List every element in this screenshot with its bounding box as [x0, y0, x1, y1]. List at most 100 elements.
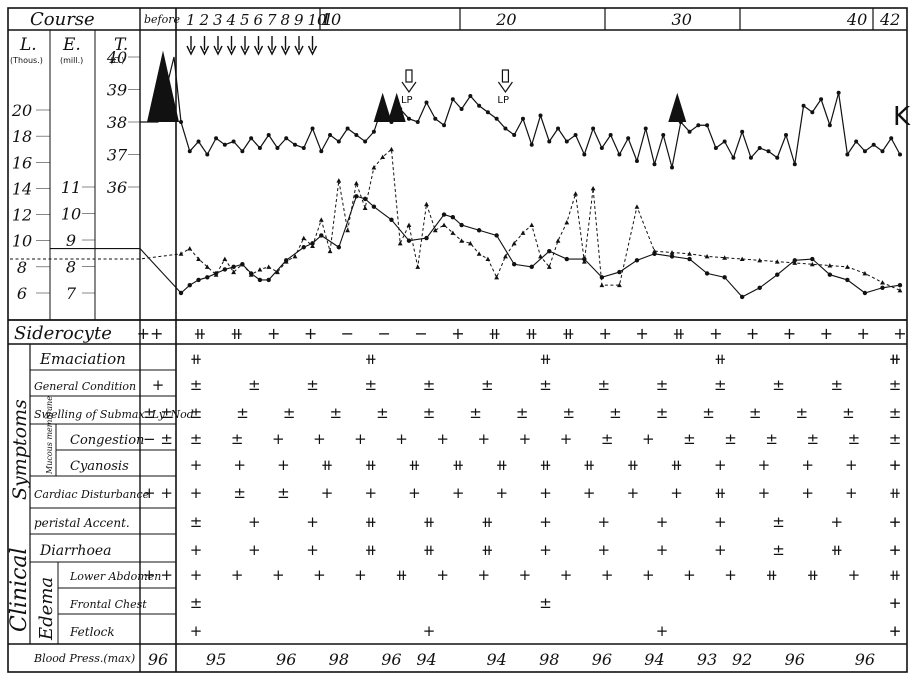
temperature-point [827, 123, 832, 128]
erythrocyte-point [529, 222, 535, 228]
clinical-row-value: ± [656, 376, 669, 394]
clinical-row-value: + [889, 456, 902, 474]
temperature-point [477, 103, 482, 108]
lp-label: LP [497, 95, 509, 106]
erythrocyte-point [590, 186, 596, 191]
axis-t-tick: 40 [106, 48, 127, 67]
erythrocyte-point [222, 256, 228, 262]
mucous-vertical-label: Mucous membrane [45, 396, 54, 475]
erythrocyte-point [476, 251, 482, 256]
clinical-row-value: + [231, 566, 244, 584]
clinical-row-value: ⧺ [321, 456, 334, 474]
siderocyte-value: − [378, 324, 391, 343]
dose-arrow-head [213, 45, 223, 56]
treatment-number-list: 1 2 3 4 5 6 7 8 9 10 [186, 11, 328, 56]
leukocyte-point [634, 258, 640, 263]
leukocyte-point [704, 271, 710, 276]
clinical-row-value: ± [330, 404, 343, 422]
temperature-point [880, 149, 885, 154]
clinical-row-value: ± [772, 541, 785, 559]
clinical-row-value: ⧺ [539, 350, 552, 368]
fever-peak [373, 92, 392, 122]
dose-arrow-head [199, 45, 210, 56]
erythrocyte-point [687, 251, 692, 256]
temperature-point [468, 94, 473, 98]
clinical-row-value: + [452, 484, 465, 502]
clinical-row-value: ⧺ [481, 541, 494, 559]
temperature-point [450, 97, 455, 102]
erythrocyte-line [10, 148, 901, 291]
treatment-number: 7 [267, 11, 277, 29]
axis-e-name: E. [62, 35, 81, 55]
clinical-row-value: + [478, 566, 491, 584]
clinical-row-value: ± [539, 376, 552, 394]
leukocyte-point [582, 256, 587, 262]
clinical-row-value: ± [190, 594, 203, 612]
temperature-line [140, 56, 901, 168]
erythrocyte-point [415, 264, 421, 269]
erythrocyte-point [520, 230, 526, 235]
erythrocyte-point [459, 238, 464, 243]
erythrocyte-point [353, 180, 359, 186]
day-tick: 10 [321, 10, 341, 29]
axis-e-tick: 7 [66, 284, 77, 303]
clinical-row-label: Fetlock [69, 625, 115, 639]
dose-arrow-head [294, 45, 304, 56]
temperature-point [529, 142, 534, 147]
clinical-row-peristal: peristal Accent. ± + + ⧺ ⧺ ⧺ + + + + ± + ++ [34, 513, 901, 531]
erythrocyte-point [538, 254, 543, 259]
axis-e-tick: 8 [66, 258, 76, 277]
erythrocyte-point [757, 257, 763, 263]
clinical-row-label: Cyanosis [70, 459, 129, 474]
clinical-row-value: ± [772, 376, 785, 394]
clinical-row-value: + [272, 430, 285, 448]
temperature-point [538, 113, 543, 118]
clinical-row-value: + [889, 622, 902, 640]
siderocyte-value: + [709, 324, 722, 343]
siderocyte-value: + [267, 324, 280, 343]
erythrocyte-point [573, 191, 578, 196]
temperature-point [591, 126, 596, 131]
clinical-row-value: ± [423, 376, 436, 394]
clinical-row-value: ± [236, 404, 249, 422]
temperature-point [240, 149, 245, 154]
clinical-row-value: + [152, 376, 165, 394]
signature-mark: K [893, 102, 911, 132]
siderocyte-value: ⧺ [193, 324, 206, 343]
treatment-number: 2 [199, 11, 210, 29]
blood-press-value: 94 [416, 650, 436, 669]
lp-arrow-head [497, 81, 513, 94]
clinical-row-value: − ± [143, 430, 173, 448]
treatment-number: 10 [308, 11, 328, 29]
erythrocyte-point [774, 259, 780, 264]
clinical-row-value: ⧺ [889, 566, 902, 584]
clinical-row-value: + [354, 430, 367, 448]
axis-t-tick: 37 [107, 146, 128, 165]
temperature-point [406, 116, 411, 121]
clinical-row-general_condition: General Condition + ± ± ± ± ± ± ± ± ± ± ± ± ± [34, 376, 901, 394]
grid-lines [7, 7, 908, 673]
clinical-row-value: + [496, 484, 509, 502]
leukocyte-point [319, 233, 324, 238]
clinical-row-value: ⧺ [395, 566, 408, 584]
clinical-row-value: + [478, 430, 491, 448]
leukocyte-point [476, 228, 482, 233]
siderocyte-value: + [599, 324, 612, 343]
temperature-point [810, 110, 815, 115]
clinical-row-value: ± [597, 376, 610, 394]
siderocyte-value: ⧺ [525, 324, 538, 343]
erythrocyte-point [581, 259, 587, 264]
siderocyte-value: + [893, 324, 906, 343]
erythrocyte-point [494, 274, 500, 280]
clinical-row-value: + [248, 541, 261, 559]
siderocyte-value: ⧺ [672, 324, 685, 343]
axis-l-ticks: 6 8 10 12 14 16 18 20 [11, 101, 50, 303]
clinical-row-congestion: Congestion− ± ± ± + + + + + + + + ± + ± ± ± ± ± ± [70, 430, 901, 448]
clinical-row-value: ± [376, 404, 389, 422]
fever-peak [147, 50, 179, 122]
temperature-point [617, 152, 622, 157]
leukocyte-point [187, 282, 192, 288]
temperature-point [784, 133, 789, 137]
day-tick: 42 [879, 10, 900, 29]
temperature-point [766, 149, 771, 154]
